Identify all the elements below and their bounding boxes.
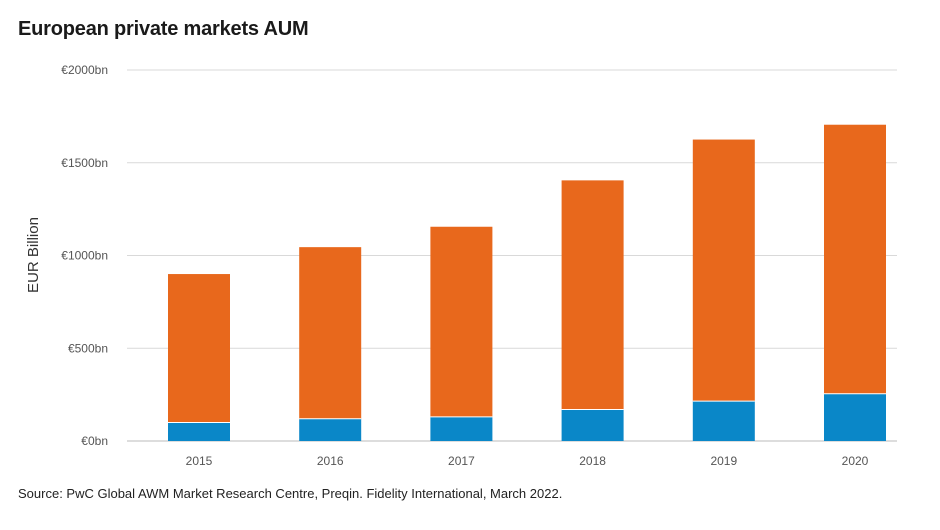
x-axis-ticks: 2015 2016 2017 2018 2019 2020 <box>186 454 869 468</box>
y-axis-ticks: €0bn €500bn €1000bn €1500bn €2000bn <box>61 63 108 448</box>
y-tick-label: €1500bn <box>61 156 108 170</box>
x-tick-label: 2015 <box>186 454 213 468</box>
bar-segment-bottom <box>561 409 624 441</box>
bar-segment-top <box>561 180 624 410</box>
bar-segment-top <box>692 139 755 402</box>
x-tick-label: 2020 <box>842 454 869 468</box>
bar-segment-top <box>430 226 493 417</box>
y-tick-label: €500bn <box>68 341 108 355</box>
bar-segment-bottom <box>824 393 886 441</box>
x-tick-label: 2017 <box>448 454 475 468</box>
source-note: Source: PwC Global AWM Market Research C… <box>18 486 563 501</box>
bar-segment-bottom <box>430 416 493 441</box>
bar-segment-top <box>299 247 362 419</box>
bar-segment-top <box>824 124 886 394</box>
bar-segment-top <box>168 274 230 423</box>
x-tick-label: 2016 <box>317 454 344 468</box>
grid-lines <box>127 69 897 442</box>
y-tick-label: €2000bn <box>61 63 108 77</box>
y-axis-title: EUR Billion <box>25 217 42 293</box>
y-tick-label: €1000bn <box>61 249 108 263</box>
bar-segment-bottom <box>299 418 362 441</box>
x-tick-label: 2018 <box>579 454 606 468</box>
bar-segment-bottom <box>168 422 230 441</box>
x-tick-label: 2019 <box>710 454 737 468</box>
y-tick-label: €0bn <box>81 434 108 448</box>
bars <box>168 124 886 441</box>
bar-segment-bottom <box>692 401 755 441</box>
chart-title: European private markets AUM <box>18 18 309 40</box>
